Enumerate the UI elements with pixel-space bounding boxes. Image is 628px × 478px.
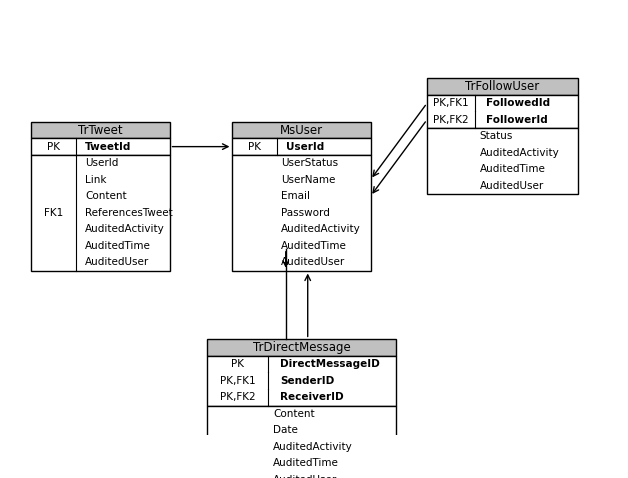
FancyBboxPatch shape	[207, 339, 396, 356]
Text: Link: Link	[85, 174, 107, 185]
Text: ReferencesTweet: ReferencesTweet	[85, 208, 173, 218]
Text: FK1: FK1	[44, 208, 63, 218]
Text: AuditedUser: AuditedUser	[480, 181, 544, 191]
Text: UserStatus: UserStatus	[281, 158, 338, 168]
Text: SenderID: SenderID	[0, 477, 1, 478]
Text: PK: PK	[231, 359, 244, 369]
Text: AuditedTime: AuditedTime	[85, 241, 151, 251]
FancyBboxPatch shape	[232, 155, 371, 271]
Text: TrDirectMessage: TrDirectMessage	[252, 341, 350, 354]
Text: ReceiverID: ReceiverID	[280, 392, 344, 402]
Text: Status: Status	[480, 131, 513, 141]
Text: TweetId: TweetId	[85, 141, 131, 152]
FancyBboxPatch shape	[232, 138, 371, 155]
Text: DirectMessageID: DirectMessageID	[0, 477, 1, 478]
Text: FollowedId: FollowedId	[485, 98, 550, 108]
Text: AuditedActivity: AuditedActivity	[281, 224, 360, 234]
Text: PK,FK2: PK,FK2	[220, 392, 255, 402]
FancyBboxPatch shape	[427, 78, 578, 95]
FancyBboxPatch shape	[207, 405, 396, 478]
Text: UserId: UserId	[0, 477, 1, 478]
Text: AuditedUser: AuditedUser	[85, 257, 149, 267]
Text: AuditedActivity: AuditedActivity	[273, 442, 353, 452]
Text: TrTweet: TrTweet	[78, 124, 123, 137]
Text: TrFollowUser: TrFollowUser	[465, 80, 539, 93]
FancyBboxPatch shape	[232, 122, 371, 138]
FancyBboxPatch shape	[207, 356, 396, 405]
Text: TweetId: TweetId	[0, 477, 1, 478]
Text: AuditedTime: AuditedTime	[480, 164, 546, 174]
FancyBboxPatch shape	[31, 155, 170, 271]
Text: ReceiverID: ReceiverID	[0, 477, 1, 478]
Text: DirectMessageID: DirectMessageID	[280, 359, 380, 369]
Text: AuditedActivity: AuditedActivity	[480, 148, 560, 158]
Text: PK,FK1: PK,FK1	[433, 98, 469, 108]
Text: AuditedUser: AuditedUser	[273, 475, 337, 478]
Text: Content: Content	[273, 409, 315, 419]
Text: AuditedActivity: AuditedActivity	[85, 224, 165, 234]
Text: AuditedUser: AuditedUser	[281, 257, 345, 267]
Text: MsUser: MsUser	[280, 124, 323, 137]
Text: FollowedId: FollowedId	[0, 477, 1, 478]
Text: FollowerId: FollowerId	[0, 477, 1, 478]
Text: PK: PK	[47, 141, 60, 152]
Text: UserName: UserName	[281, 174, 335, 185]
Text: UserId: UserId	[85, 158, 119, 168]
FancyBboxPatch shape	[427, 128, 578, 194]
Text: AuditedTime: AuditedTime	[273, 458, 339, 468]
Text: Content: Content	[85, 191, 127, 201]
FancyBboxPatch shape	[31, 138, 170, 155]
Text: PK,FK1: PK,FK1	[220, 376, 255, 386]
Text: UserId: UserId	[286, 141, 324, 152]
FancyBboxPatch shape	[427, 95, 578, 128]
Text: AuditedTime: AuditedTime	[281, 241, 347, 251]
Text: FollowerId: FollowerId	[485, 115, 547, 125]
Text: Date: Date	[273, 425, 298, 435]
Text: PK,FK2: PK,FK2	[433, 115, 469, 125]
Text: SenderID: SenderID	[280, 376, 335, 386]
Text: PK: PK	[248, 141, 261, 152]
Text: Password: Password	[281, 208, 330, 218]
Text: Email: Email	[281, 191, 310, 201]
FancyBboxPatch shape	[31, 122, 170, 138]
